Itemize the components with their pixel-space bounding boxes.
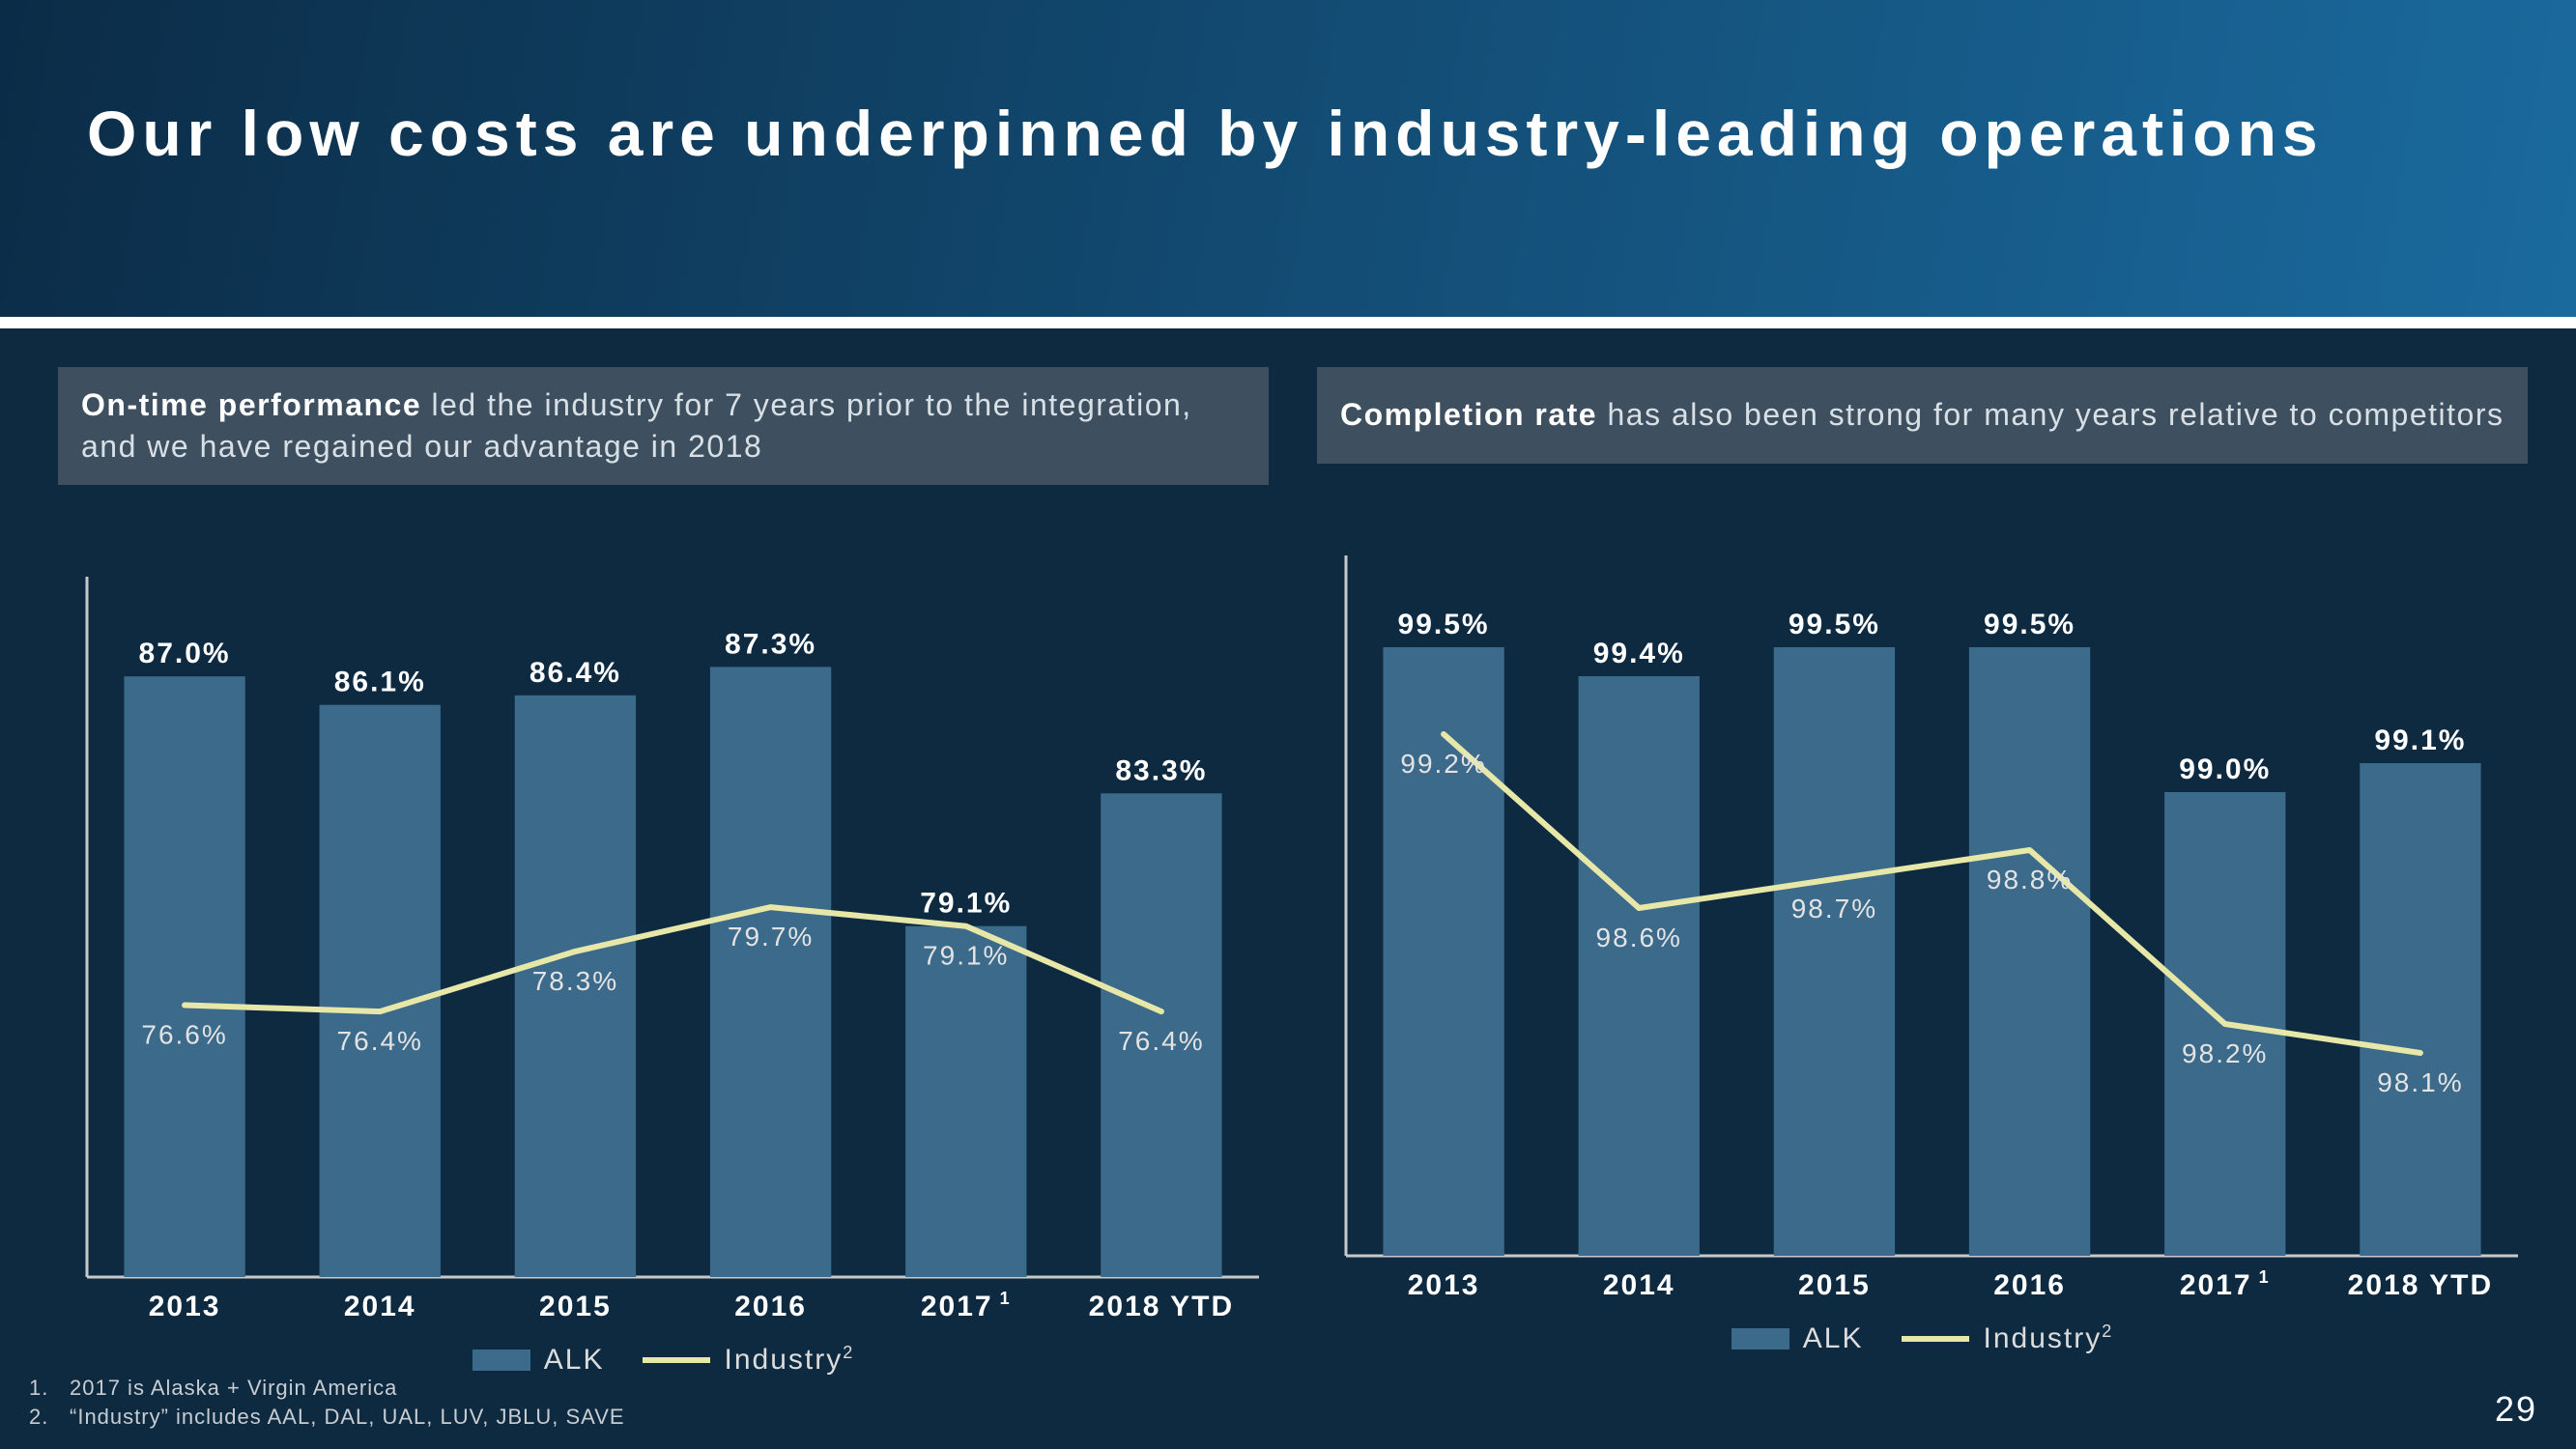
- legend-line-sup: 2: [843, 1343, 854, 1362]
- svg-text:99.5%: 99.5%: [1984, 609, 2075, 640]
- slide-title: Our low costs are underpinned by industr…: [87, 97, 2489, 170]
- svg-text:2018 YTD: 2018 YTD: [1089, 1291, 1235, 1322]
- left-chart-svg: 87.0% 2013 86.1% 2014 86.4% 2015 87.3% 2016 79.1…: [58, 543, 1269, 1335]
- svg-text:98.8%: 98.8%: [1987, 865, 2073, 895]
- svg-text:86.4%: 86.4%: [530, 657, 621, 689]
- svg-text:2013: 2013: [1408, 1269, 1480, 1301]
- footnote-text: 2017 is Alaska + Virgin America: [70, 1376, 397, 1401]
- legend-line-label: Industry2: [724, 1343, 854, 1377]
- right-chart: 99.5% 2013 99.4% 2014 99.5% 2015 99.5% 2016 99.0…: [1317, 522, 2528, 1314]
- svg-text:98.6%: 98.6%: [1596, 923, 1682, 952]
- legend-bar-label: ALK: [1803, 1322, 1864, 1355]
- left-panel: On-time performance led the industry for…: [58, 367, 1269, 1377]
- footnote-num: 1.: [29, 1376, 52, 1401]
- svg-text:2017 1: 2017 1: [2180, 1267, 2271, 1301]
- svg-text:99.5%: 99.5%: [1789, 609, 1880, 640]
- svg-text:2016: 2016: [734, 1291, 807, 1322]
- right-caption-rest: has also been strong for many years rela…: [1597, 397, 2504, 432]
- line-swatch-icon: [643, 1357, 710, 1363]
- svg-text:99.0%: 99.0%: [2179, 753, 2271, 785]
- svg-text:2014: 2014: [1603, 1269, 1675, 1301]
- left-caption-bold: On-time performance: [81, 387, 421, 422]
- left-chart: 87.0% 2013 86.1% 2014 86.4% 2015 87.3% 2016 79.1…: [58, 543, 1269, 1335]
- footnote-text: “Industry” includes AAL, DAL, UAL, LUV, …: [70, 1405, 625, 1430]
- right-legend: ALK Industry2: [1317, 1321, 2528, 1355]
- svg-text:2015: 2015: [1798, 1269, 1871, 1301]
- svg-text:87.0%: 87.0%: [139, 639, 231, 670]
- svg-text:86.1%: 86.1%: [334, 667, 426, 698]
- legend-line-label: Industry2: [1983, 1321, 2113, 1355]
- bar-swatch-icon: [472, 1350, 530, 1371]
- svg-text:99.2%: 99.2%: [1400, 749, 1486, 779]
- footnote-row: 1. 2017 is Alaska + Virgin America: [29, 1376, 625, 1401]
- svg-text:98.1%: 98.1%: [2377, 1067, 2463, 1097]
- footnote-row: 2. “Industry” includes AAL, DAL, UAL, LU…: [29, 1405, 625, 1430]
- content-row: On-time performance led the industry for…: [0, 328, 2576, 1377]
- legend-line-text: Industry: [1983, 1322, 2102, 1354]
- legend-line-item: Industry2: [1902, 1321, 2113, 1355]
- legend-line-item: Industry2: [643, 1343, 854, 1377]
- legend-line-sup: 2: [2102, 1321, 2113, 1341]
- svg-text:2014: 2014: [344, 1291, 416, 1322]
- svg-text:98.2%: 98.2%: [2182, 1038, 2268, 1068]
- right-caption-text: Completion rate has also been strong for…: [1340, 394, 2504, 436]
- svg-text:99.1%: 99.1%: [2374, 724, 2466, 756]
- svg-text:79.1%: 79.1%: [920, 888, 1012, 920]
- svg-text:78.3%: 78.3%: [532, 966, 618, 996]
- right-panel: Completion rate has also been strong for…: [1317, 367, 2528, 1377]
- right-chart-svg: 99.5% 2013 99.4% 2014 99.5% 2015 99.5% 2016 99.0…: [1317, 522, 2528, 1314]
- svg-text:98.7%: 98.7%: [1791, 894, 1877, 923]
- svg-text:79.7%: 79.7%: [728, 922, 814, 952]
- bar-swatch-icon: [1732, 1328, 1789, 1350]
- footnote-num: 2.: [29, 1405, 52, 1430]
- svg-text:87.3%: 87.3%: [725, 629, 816, 661]
- page-number: 29: [2495, 1389, 2537, 1430]
- svg-text:79.1%: 79.1%: [923, 941, 1009, 971]
- right-caption-bold: Completion rate: [1340, 397, 1597, 432]
- line-swatch-icon: [1902, 1336, 1969, 1342]
- svg-text:76.6%: 76.6%: [141, 1020, 227, 1050]
- svg-text:2016: 2016: [1993, 1269, 2066, 1301]
- svg-text:2013: 2013: [149, 1291, 221, 1322]
- svg-text:2017 1: 2017 1: [921, 1289, 1012, 1322]
- legend-line-text: Industry: [724, 1344, 843, 1376]
- svg-text:76.4%: 76.4%: [1118, 1026, 1204, 1056]
- left-caption-text: On-time performance led the industry for…: [81, 384, 1245, 468]
- left-caption-box: On-time performance led the industry for…: [58, 367, 1269, 485]
- svg-text:83.3%: 83.3%: [1115, 755, 1207, 787]
- svg-text:76.4%: 76.4%: [337, 1026, 423, 1056]
- svg-text:2018 YTD: 2018 YTD: [2348, 1269, 2494, 1301]
- right-caption-box: Completion rate has also been strong for…: [1317, 367, 2528, 464]
- legend-bar-item: ALK: [1732, 1322, 1864, 1355]
- svg-text:99.4%: 99.4%: [1593, 638, 1685, 669]
- footnotes: 1. 2017 is Alaska + Virgin America 2. “I…: [29, 1372, 625, 1430]
- svg-text:2015: 2015: [539, 1291, 612, 1322]
- slide-header: Our low costs are underpinned by industr…: [0, 0, 2576, 328]
- svg-text:99.5%: 99.5%: [1398, 609, 1490, 640]
